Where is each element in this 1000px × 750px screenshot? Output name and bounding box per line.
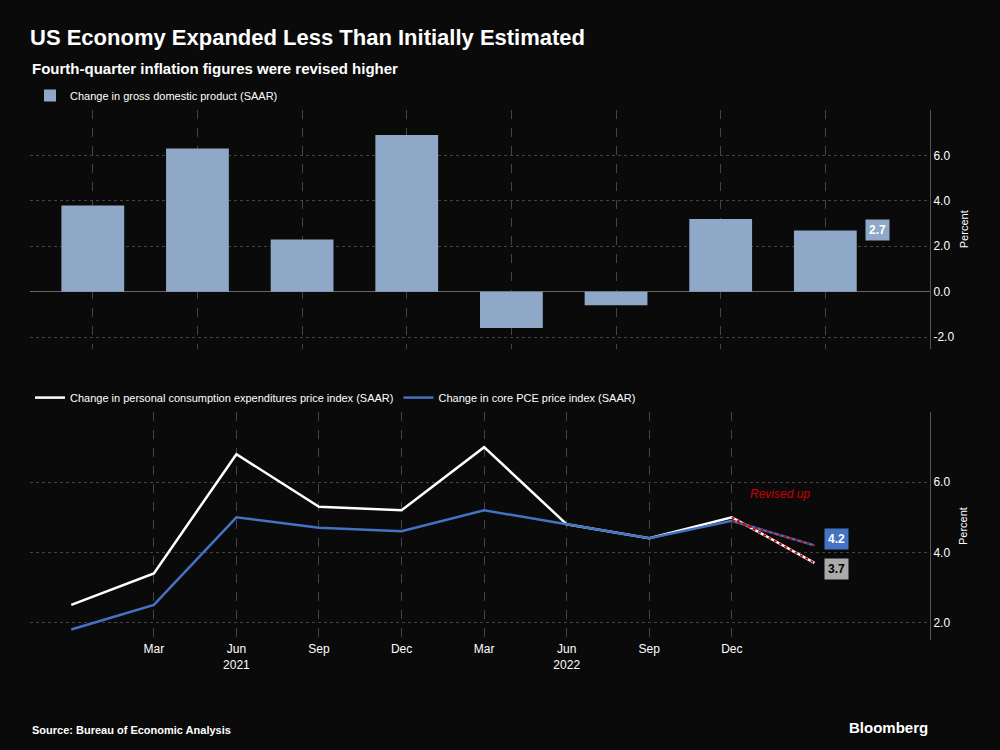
svg-text:3.7: 3.7	[828, 562, 845, 576]
svg-text:Change in personal consumption: Change in personal consumption expenditu…	[70, 392, 393, 404]
svg-text:4.2: 4.2	[828, 532, 845, 546]
svg-text:US Economy Expanded Less Than: US Economy Expanded Less Than Initially …	[30, 25, 585, 50]
svg-text:Fourth-quarter inflation figur: Fourth-quarter inflation figures were re…	[32, 60, 398, 77]
svg-text:6.0: 6.0	[933, 149, 950, 163]
svg-text:Bloomberg: Bloomberg	[849, 719, 928, 736]
svg-text:Mar: Mar	[144, 642, 165, 656]
svg-text:Revised up: Revised up	[750, 487, 810, 501]
svg-text:Change in core PCE price index: Change in core PCE price index (SAAR)	[438, 392, 635, 404]
svg-text:4.0: 4.0	[933, 194, 950, 208]
svg-text:Change in gross domestic produ: Change in gross domestic product (SAAR)	[70, 90, 277, 102]
svg-text:2.0: 2.0	[933, 239, 950, 253]
svg-text:Dec: Dec	[391, 642, 412, 656]
svg-text:Percent: Percent	[958, 210, 970, 248]
svg-text:Dec: Dec	[721, 642, 742, 656]
svg-text:2.7: 2.7	[869, 223, 886, 237]
svg-text:0.0: 0.0	[933, 285, 950, 299]
svg-text:Jun2022: Jun2022	[553, 642, 580, 672]
svg-text:Sep: Sep	[308, 642, 330, 656]
svg-text:Source: Bureau of Economic Ana: Source: Bureau of Economic Analysis	[32, 724, 231, 736]
svg-text:2.0: 2.0	[933, 616, 950, 630]
svg-text:4.0: 4.0	[933, 546, 950, 560]
svg-text:Jun2021: Jun2021	[223, 642, 250, 672]
svg-text:-2.0: -2.0	[933, 330, 954, 344]
svg-text:Sep: Sep	[639, 642, 661, 656]
svg-text:6.0: 6.0	[933, 475, 950, 489]
svg-text:Percent: Percent	[958, 507, 970, 545]
svg-text:Mar: Mar	[474, 642, 495, 656]
